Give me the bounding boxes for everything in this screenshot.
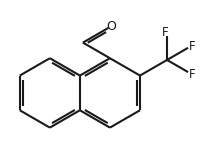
Text: F: F xyxy=(189,68,196,81)
Text: F: F xyxy=(162,26,169,39)
Text: F: F xyxy=(189,40,196,53)
Text: O: O xyxy=(106,20,116,33)
